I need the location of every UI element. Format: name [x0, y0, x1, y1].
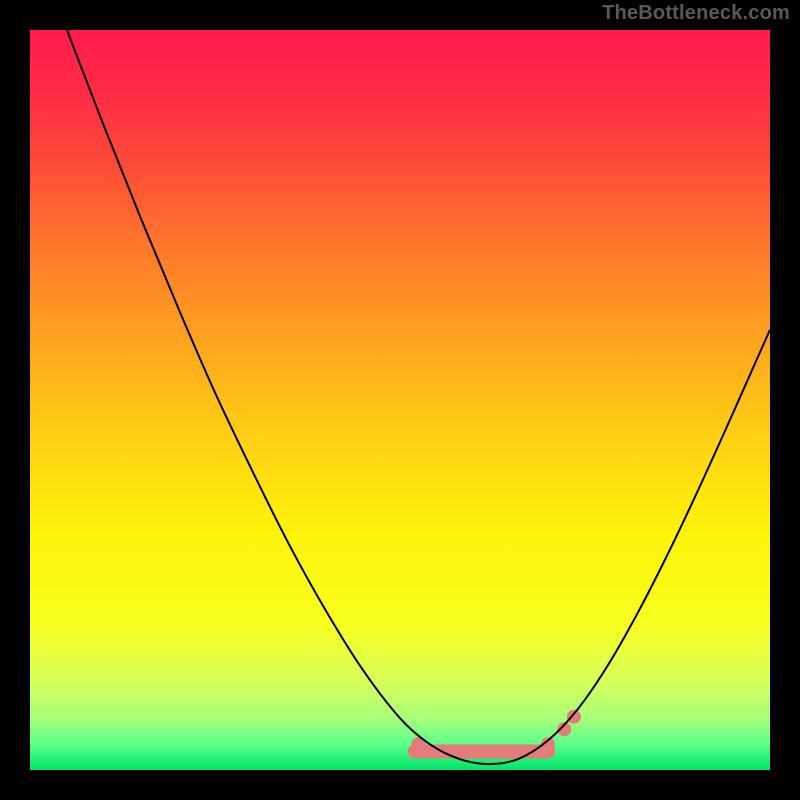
- plot-area: [30, 30, 770, 770]
- attribution-text: TheBottleneck.com: [602, 2, 790, 25]
- bottom-marker-group: [412, 710, 581, 752]
- bottleneck-curve-svg: [30, 30, 770, 770]
- bottleneck-curve: [67, 30, 770, 764]
- bottom-marker-dot: [567, 710, 581, 724]
- chart-frame: TheBottleneck.com: [0, 0, 800, 800]
